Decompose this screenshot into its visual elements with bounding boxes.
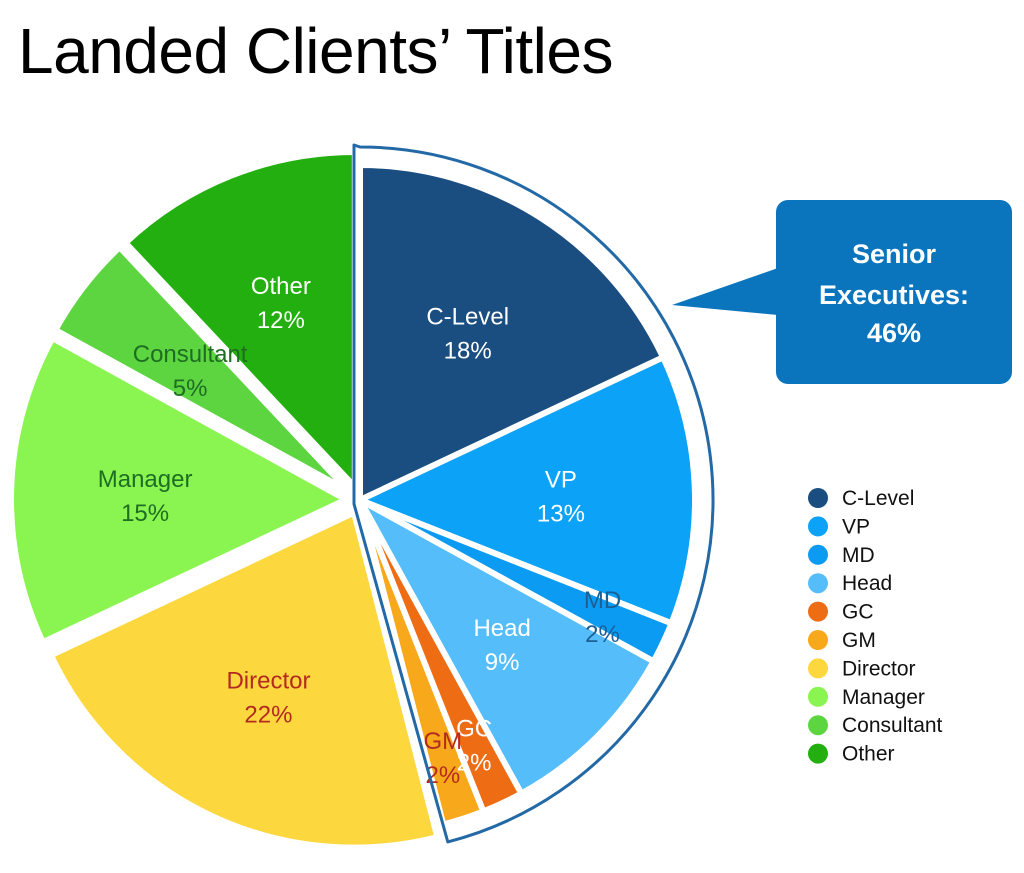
chart-title: Landed Clients’ Titles bbox=[18, 15, 613, 87]
slice-head bbox=[357, 497, 657, 797]
legend-label-other: Other bbox=[842, 743, 895, 766]
slice-consultant-value: 5% bbox=[173, 375, 208, 402]
legend-label-md: MD bbox=[842, 544, 875, 567]
legend-swatch-consultant bbox=[808, 715, 828, 736]
legend-label-head: Head bbox=[842, 572, 892, 595]
slice-consultant-name: Consultant bbox=[133, 341, 248, 368]
legend-swatch-md bbox=[808, 544, 828, 565]
legend-swatch-vp bbox=[808, 516, 828, 537]
slice-head-value: 9% bbox=[485, 649, 520, 676]
slice-other-name: Other bbox=[251, 273, 311, 300]
legend-label-vp: VP bbox=[842, 515, 870, 538]
legend-label-director: Director bbox=[842, 657, 916, 680]
slice-manager-name: Manager bbox=[98, 466, 193, 493]
slice-md-value: 2% bbox=[585, 621, 620, 648]
legend: C-Level VP MD Head GC GM Director Manager Consul… bbox=[808, 487, 943, 766]
legend-label-gm: GM bbox=[842, 629, 876, 652]
slice-vp-value: 13% bbox=[537, 501, 585, 528]
pie-slices: C-Level18%VP13%MD2%Head9%GC2%GM2%Directo… bbox=[8, 148, 698, 851]
legend-label-consultant: Consultant bbox=[842, 714, 943, 737]
legend-swatch-gm bbox=[808, 630, 828, 650]
slice-manager bbox=[8, 335, 350, 646]
slice-vp-name: VP bbox=[545, 467, 577, 494]
slice-other-value: 12% bbox=[257, 307, 305, 334]
callout-line-2: Executives: bbox=[819, 280, 969, 310]
slice-gc-name: GC bbox=[456, 715, 492, 742]
callout-line-3: 46% bbox=[867, 318, 921, 348]
slice-manager-value: 15% bbox=[121, 500, 169, 527]
slice-director-name: Director bbox=[226, 668, 310, 695]
legend-swatch-manager bbox=[808, 686, 828, 707]
slice-consultant bbox=[52, 244, 352, 495]
legend-swatch-head bbox=[808, 573, 828, 594]
legend-label-c-level: C-Level bbox=[842, 487, 914, 510]
slice-director bbox=[47, 509, 441, 851]
legend-swatch-gc bbox=[808, 601, 828, 622]
legend-label-manager: Manager bbox=[842, 686, 925, 709]
senior-executives-callout: Senior Executives: 46% bbox=[672, 200, 1012, 384]
slice-md-name: MD bbox=[584, 587, 621, 614]
legend-label-gc: GC bbox=[842, 601, 874, 624]
callout-pointer bbox=[672, 268, 778, 315]
slice-c-level-name: C-Level bbox=[426, 303, 509, 330]
senior-executives-outline bbox=[352, 143, 715, 844]
slice-other bbox=[122, 148, 358, 490]
legend-swatch-director bbox=[808, 658, 828, 679]
slice-director-value: 22% bbox=[244, 702, 292, 729]
slice-c-level-value: 18% bbox=[444, 337, 492, 364]
callout-line-1: Senior bbox=[852, 239, 937, 269]
slice-gc-value: 2% bbox=[457, 749, 492, 776]
callout-box bbox=[776, 200, 1012, 384]
slice-vp bbox=[357, 354, 698, 627]
slice-head-name: Head bbox=[473, 615, 530, 642]
slice-gm-name: GM bbox=[423, 728, 462, 755]
slice-c-level bbox=[357, 162, 667, 503]
legend-swatch-c-level bbox=[808, 488, 828, 508]
legend-swatch-other bbox=[808, 743, 828, 764]
